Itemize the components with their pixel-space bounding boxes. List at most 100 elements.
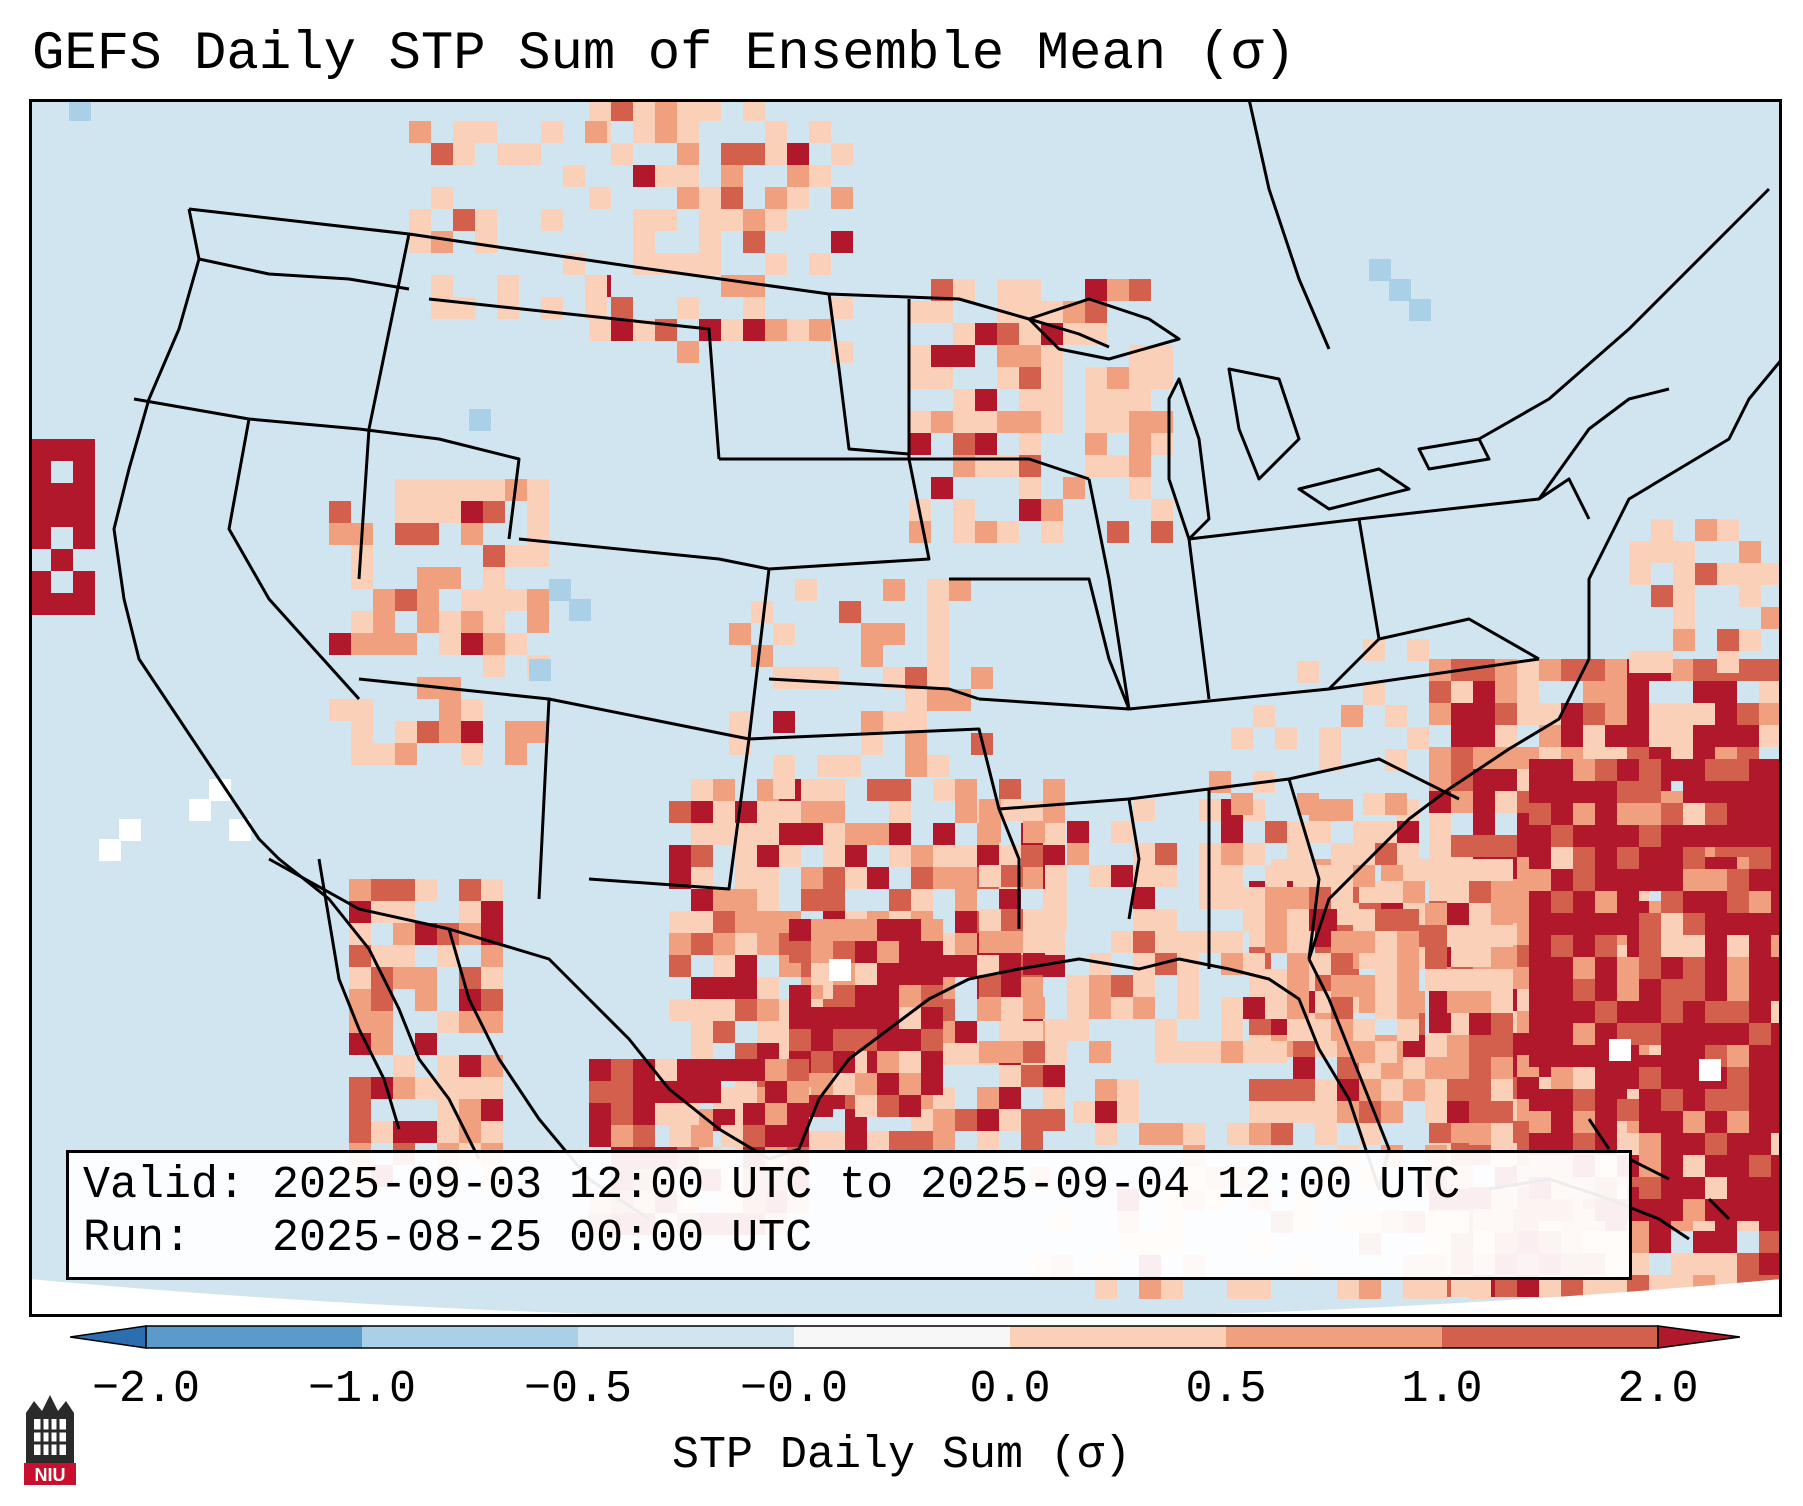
stp-cell — [1397, 821, 1419, 843]
stp-cell — [1573, 869, 1595, 891]
stp-cell — [1315, 1123, 1337, 1145]
stp-cell — [1727, 781, 1749, 803]
stp-cell — [611, 1059, 633, 1081]
stp-cell — [691, 933, 713, 955]
stp-cell — [735, 933, 757, 955]
stp-cell — [481, 1055, 503, 1077]
stp-cell — [811, 1095, 833, 1117]
stp-cell — [757, 977, 779, 999]
stp-cell — [877, 941, 899, 963]
stp-cell — [1375, 909, 1397, 931]
stp-cell — [1551, 825, 1573, 847]
stp-cell — [585, 297, 607, 319]
stp-cell — [1771, 825, 1782, 847]
stp-cell — [633, 165, 655, 187]
stp-cell — [1693, 1253, 1715, 1275]
stp-cell — [1107, 521, 1129, 543]
stp-cell — [1133, 953, 1155, 975]
stp-cell — [905, 711, 927, 733]
stp-cell — [757, 1021, 779, 1043]
stp-cell — [765, 209, 787, 231]
stp-cell — [1177, 1041, 1199, 1063]
stp-cell — [1397, 953, 1419, 975]
stp-cell — [1583, 1275, 1605, 1297]
stp-cell — [773, 711, 795, 733]
stp-cell — [953, 345, 975, 367]
stp-cell — [1671, 703, 1693, 725]
stp-cell — [877, 963, 899, 985]
stp-cell — [787, 1103, 809, 1125]
stp-cell — [721, 319, 743, 341]
stp-cell — [1617, 891, 1639, 913]
state-line-ne-ks — [719, 457, 931, 571]
state-line-nv-ut — [358, 427, 521, 540]
stp-cell — [589, 1125, 611, 1147]
stp-cell — [977, 1131, 999, 1153]
stp-cell — [1529, 869, 1551, 891]
stp-cell — [1243, 1041, 1265, 1063]
colorbar-tick: 1.0 — [1401, 1364, 1483, 1415]
stp-cell — [1661, 1133, 1683, 1155]
stp-cell — [481, 1121, 503, 1143]
stp-cell — [1023, 997, 1045, 1019]
stp-cell — [933, 1131, 955, 1153]
stp-cell — [831, 143, 853, 165]
stp-cell — [417, 611, 439, 633]
stp-cell — [1451, 1011, 1473, 1033]
stp-cell — [1727, 1023, 1749, 1045]
stp-cell — [1705, 825, 1727, 847]
stp-cell — [469, 409, 491, 431]
stp-cell — [975, 389, 997, 411]
stp-cell — [1595, 957, 1617, 979]
stp-cell — [905, 689, 927, 711]
stp-cell — [1227, 1277, 1249, 1299]
projection-edge — [29, 1279, 1782, 1317]
stp-cell — [393, 1077, 415, 1099]
stp-cell — [911, 867, 933, 889]
stp-cell — [955, 1043, 977, 1065]
stp-cell — [1759, 725, 1781, 747]
stp-cell — [927, 579, 949, 601]
stp-cell — [927, 755, 949, 777]
stp-cell — [1297, 661, 1319, 683]
stp-cell — [1529, 979, 1551, 1001]
stp-cell — [1043, 779, 1065, 801]
stp-cell — [1045, 1019, 1067, 1041]
stp-cell — [691, 779, 713, 801]
stp-cell — [461, 501, 483, 523]
stp-cell — [1605, 725, 1627, 747]
stp-cell — [1639, 869, 1661, 891]
stp-cell — [927, 667, 949, 689]
stp-cell — [751, 645, 773, 667]
stp-cell — [1639, 1089, 1661, 1111]
stp-cell — [475, 209, 497, 231]
stp-cell — [1529, 957, 1551, 979]
stp-cell — [1491, 1123, 1513, 1145]
stp-cell — [1155, 931, 1177, 953]
stp-cell — [861, 711, 883, 733]
stp-cell — [1041, 345, 1063, 367]
stp-cell — [475, 121, 497, 143]
stp-cell — [1407, 727, 1429, 749]
stp-cell — [845, 823, 867, 845]
stp-cell — [1265, 821, 1287, 843]
stp-cell — [829, 959, 851, 981]
stp-cell — [787, 319, 809, 341]
stp-cell — [1771, 759, 1782, 781]
colorbar-segments — [70, 1325, 1740, 1349]
stp-cell — [483, 567, 505, 589]
stp-cell — [721, 165, 743, 187]
stp-cell — [757, 867, 779, 889]
stp-cell — [1661, 1111, 1683, 1133]
stp-cell — [823, 845, 845, 867]
stp-cell — [1573, 847, 1595, 869]
stp-cell — [765, 121, 787, 143]
stp-cell — [1469, 1101, 1491, 1123]
stp-cell — [1111, 931, 1133, 953]
stp-cell — [1529, 1001, 1551, 1023]
stp-cell — [811, 1051, 833, 1073]
stp-cell — [69, 99, 91, 121]
stp-cell — [1737, 1253, 1759, 1275]
stp-cell — [839, 755, 861, 777]
stp-cell — [1595, 825, 1617, 847]
